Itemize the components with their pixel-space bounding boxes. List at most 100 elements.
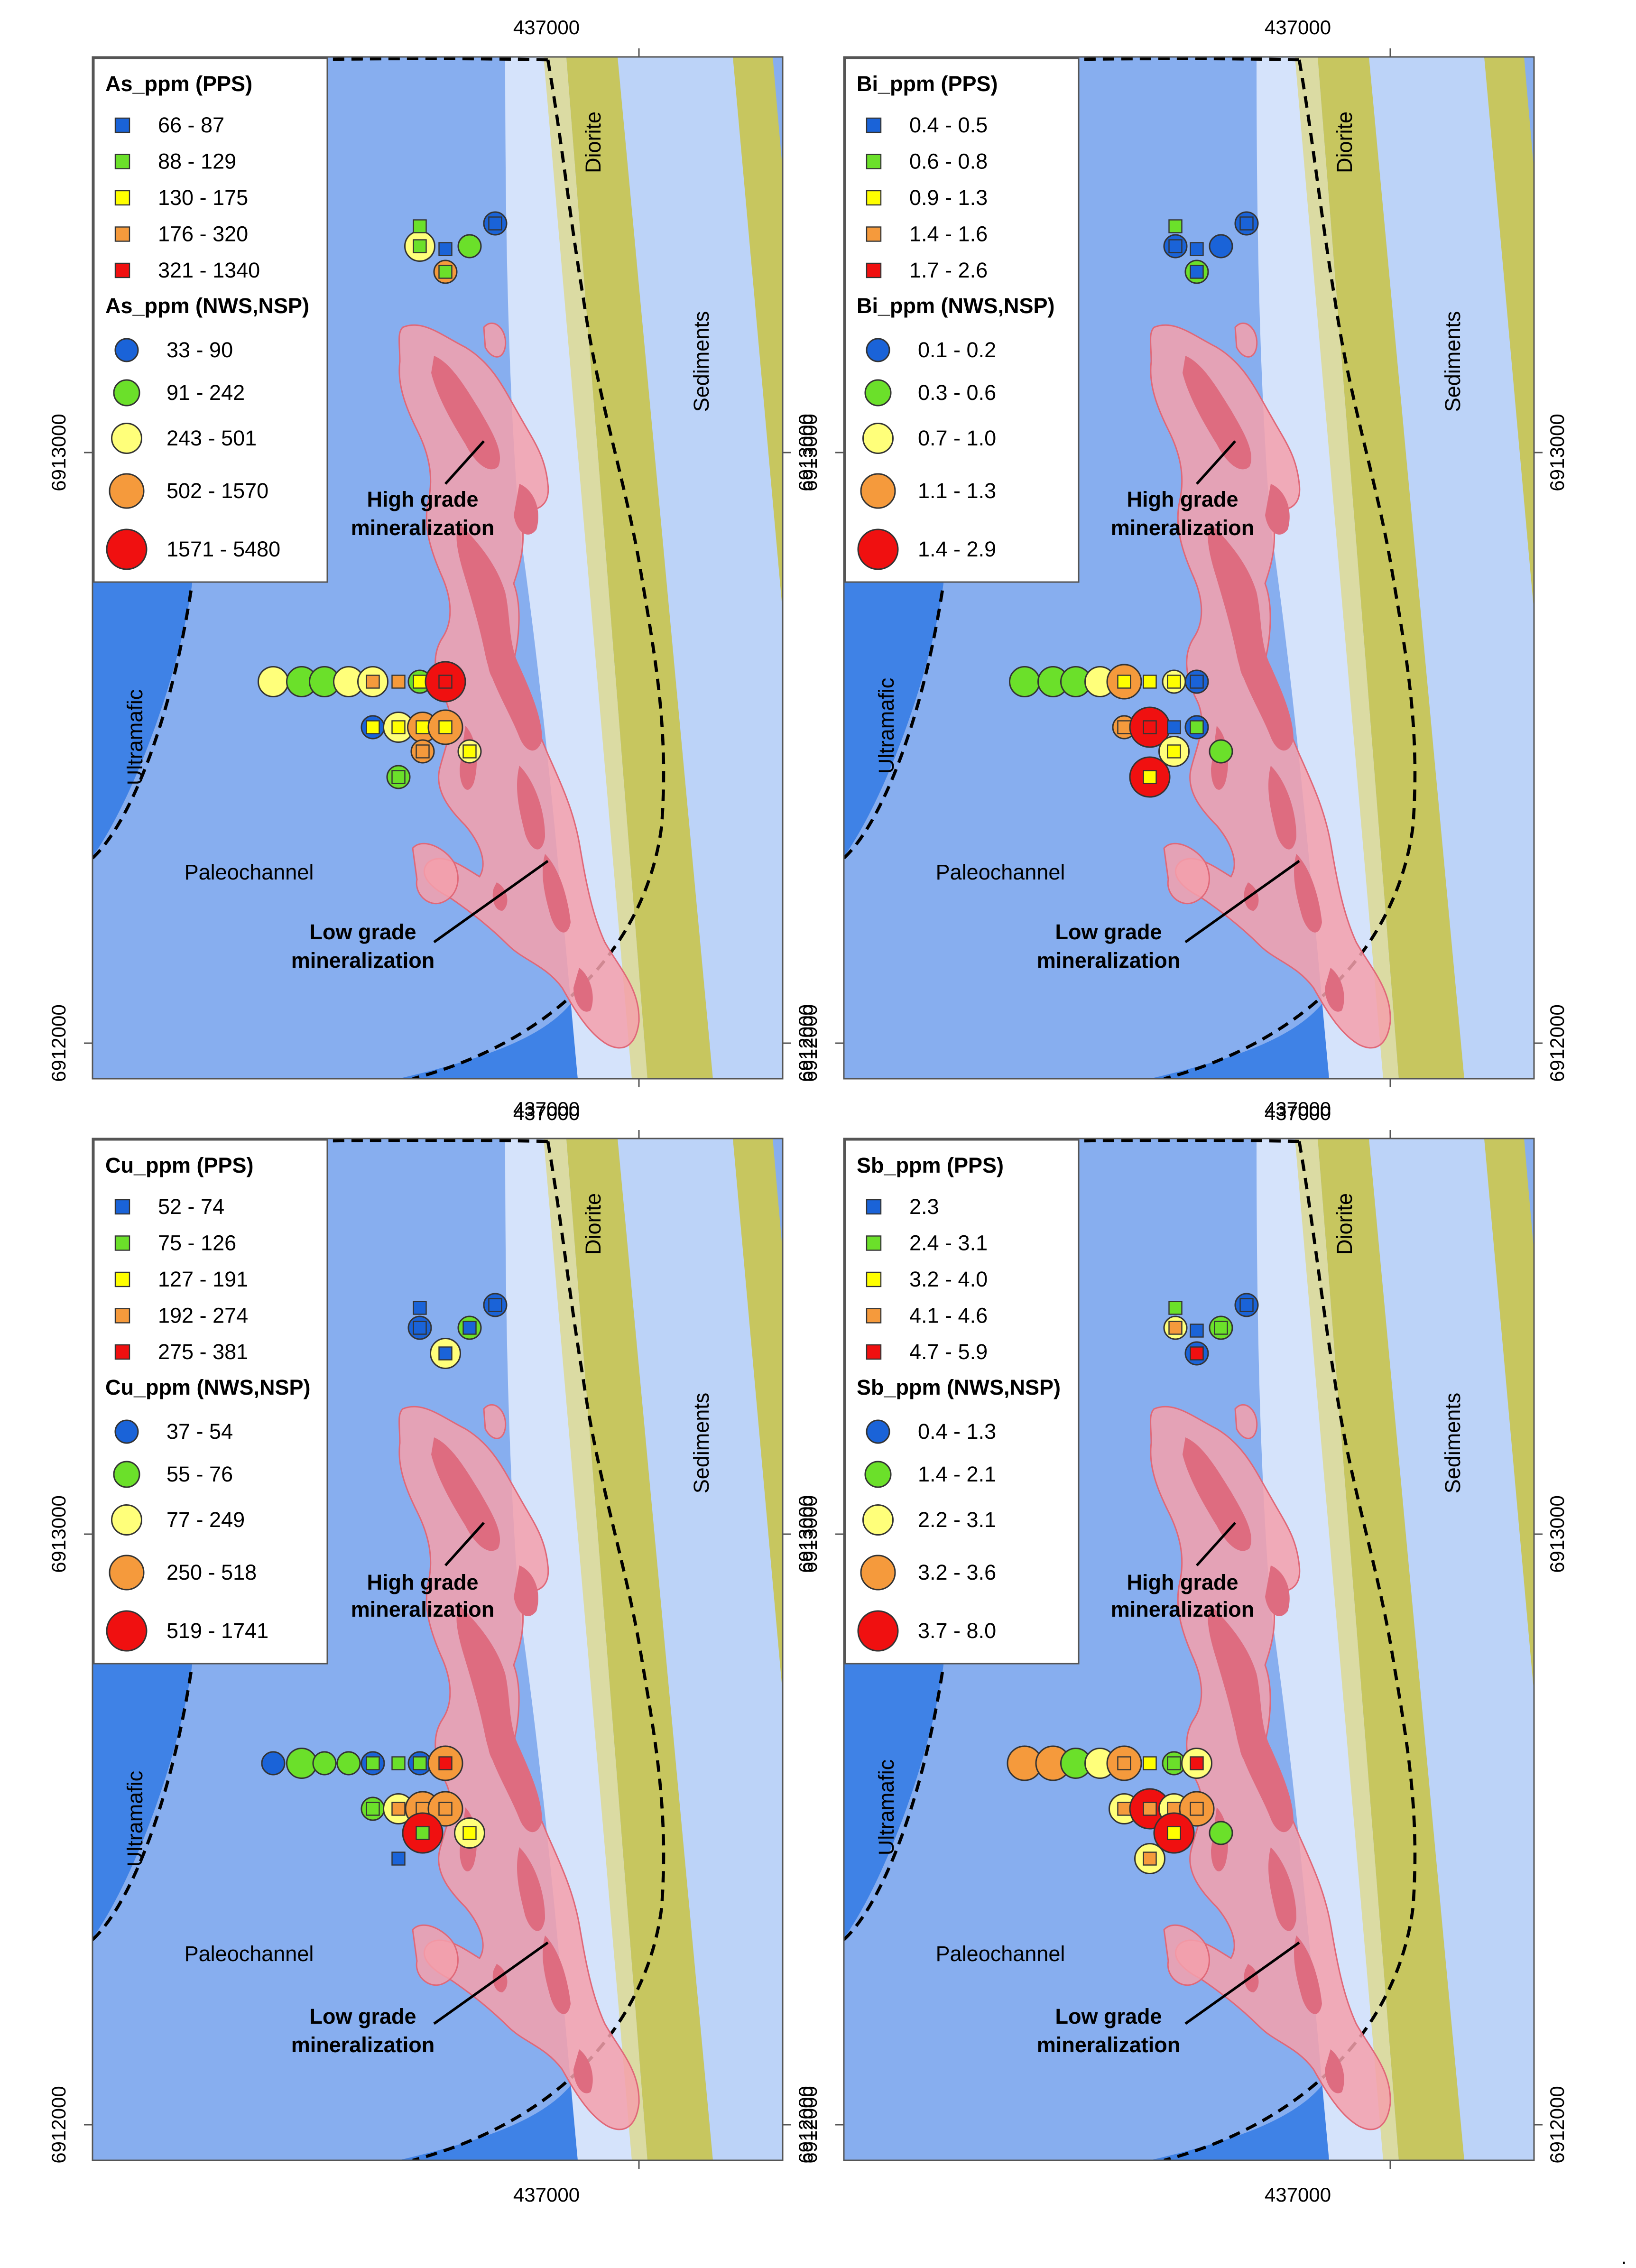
panel-as: 437000 437000 6913000 6912000 6913000 69… (47, 16, 817, 1124)
legend-pps-label-2: 130 - 175 (158, 185, 248, 210)
high-grade-zone-5 (1268, 766, 1296, 850)
legend-nws-label-3: 250 - 518 (166, 1560, 257, 1584)
legend-pps-square-3 (114, 1308, 130, 1324)
paleochannel-label: Paleochannel (936, 1942, 1065, 1966)
sample-square-12 (1167, 675, 1181, 689)
sample-square-15 (391, 720, 406, 734)
northing-right-lower-label: 6912000 (1546, 1004, 1568, 1082)
high-grade-label-line1: High grade (367, 1570, 478, 1594)
sample-square-12 (438, 1756, 453, 1770)
low-grade-label-line1: Low grade (309, 920, 416, 944)
sample-square-15 (1143, 720, 1157, 734)
high-grade-zone-3 (1265, 1565, 1290, 1616)
legend-nws-label-0: 37 - 54 (166, 1419, 233, 1444)
legend-nws-title: Sb_ppm (NWS,NSP) (857, 1375, 1061, 1399)
ultramafic-unit-south (398, 2078, 583, 2160)
high-grade-label-line2: mineralization (351, 516, 495, 540)
paleochannel-boundary-east (1164, 59, 1417, 1079)
ultramafic-unit (92, 581, 192, 857)
legend-pps-label-3: 1.4 - 1.6 (909, 222, 988, 246)
legend-nws-circle-2 (862, 423, 894, 454)
diorite-unit (1318, 1139, 1464, 2160)
sample-square-2 (488, 216, 502, 231)
legend-pps-label-4: 4.7 - 5.9 (909, 1340, 988, 1364)
paleochannel-boundary-west (844, 583, 945, 860)
diorite-label: Diorite (581, 1193, 605, 1255)
northing-left-upper-label: 6913000 (799, 414, 821, 491)
northing-left-lower-label: 6912000 (47, 2086, 70, 2164)
legend-pps-title: As_ppm (PPS) (105, 72, 252, 96)
sample-circle-6 (258, 666, 289, 697)
mineralization-lobe-south (412, 842, 459, 905)
legend-pps-square-0 (866, 1199, 882, 1215)
diorite-unit (566, 1139, 713, 2160)
sediments-unit (618, 57, 783, 1079)
legend-pps-square-3 (866, 1308, 882, 1324)
sample-square-18 (416, 744, 430, 759)
legend-pps-square-4 (114, 1344, 130, 1360)
legend-nws-label-1: 0.3 - 0.6 (918, 380, 996, 405)
legend-pps-square-1 (114, 1235, 130, 1251)
easting-bottom-label: 437000 (513, 1102, 580, 1124)
low-grade-label-line1: Low grade (1055, 2004, 1162, 2028)
sample-square-16 (1167, 720, 1181, 734)
high-grade-zone-3 (514, 484, 538, 535)
legend-pps-square-4 (866, 1344, 882, 1360)
sample-square-4 (1168, 219, 1183, 233)
sediments-label: Sediments (689, 311, 713, 412)
diorite-east-unit (733, 1139, 783, 1694)
sample-square-11 (391, 675, 406, 689)
sample-square-13 (1190, 675, 1204, 689)
low-grade-leader (1184, 860, 1300, 944)
legend-nws-label-3: 1.1 - 1.3 (918, 479, 996, 503)
high-grade-zone-9 (488, 1733, 505, 1765)
sample-square-1 (1214, 1321, 1228, 1335)
high-grade-zone-6 (1294, 1935, 1322, 2014)
high-grade-leader (1195, 440, 1237, 485)
sample-square-5 (438, 242, 453, 256)
legend-nws-label-1: 55 - 76 (166, 1462, 233, 1486)
low-grade-label-line2: mineralization (291, 2033, 435, 2057)
sample-square-4 (413, 1301, 427, 1315)
sample-square-3 (438, 265, 453, 279)
sample-circle-1 (457, 234, 482, 259)
legend-nws-circle-2 (111, 1504, 142, 1536)
sample-square-20 (1143, 770, 1157, 784)
legend-nws-circle-3 (109, 1555, 145, 1591)
diorite-unit (1318, 57, 1464, 1079)
legend: Bi_ppm (PPS) 0.4 - 0.5 0.6 - 0.8 0.9 - 1.3… (844, 57, 1080, 583)
legend-nws-circle-4 (106, 1610, 148, 1652)
sample-circle-19 (1209, 1821, 1233, 1845)
sample-square-11 (413, 1756, 427, 1770)
sample-square-18 (1167, 744, 1181, 759)
light-band (505, 57, 642, 1079)
sample-square-14 (366, 720, 380, 734)
high-grade-zone-6 (543, 854, 571, 933)
sample-square-16 (416, 720, 430, 734)
sample-square-13 (438, 675, 453, 689)
diorite-label: Diorite (1332, 1193, 1357, 1255)
high-grade-zone-5 (517, 766, 545, 850)
map-frame (843, 56, 1535, 1080)
sample-square-10 (1117, 675, 1131, 689)
legend-pps-square-1 (866, 154, 882, 169)
legend-pps-title: Sb_ppm (PPS) (857, 1153, 1004, 1177)
legend-pps-square-2 (866, 190, 882, 206)
mineralization-lobe-east (483, 1404, 507, 1439)
sample-square-3 (438, 1346, 453, 1361)
sample-square-4 (1168, 1301, 1183, 1315)
low-grade-label-line2: mineralization (1037, 2033, 1181, 2057)
low-grade-label-line1: Low grade (309, 2004, 416, 2028)
legend-pps-title: Bi_ppm (PPS) (857, 72, 998, 96)
legend-nws-circle-2 (111, 423, 142, 454)
legend-pps-square-3 (866, 226, 882, 242)
legend-pps-label-0: 2.3 (909, 1194, 939, 1219)
sample-square-13 (366, 1802, 380, 1816)
legend-pps-label-3: 176 - 320 (158, 222, 248, 246)
sample-circle-6 (1009, 666, 1040, 697)
legend-pps-label-1: 0.6 - 0.8 (909, 149, 988, 174)
mineralization-lobe-east (483, 322, 507, 358)
paleochannel-boundary-east (412, 1141, 665, 2160)
legend-nws-label-4: 519 - 1741 (166, 1619, 268, 1643)
sample-circle-1 (1209, 234, 1233, 259)
